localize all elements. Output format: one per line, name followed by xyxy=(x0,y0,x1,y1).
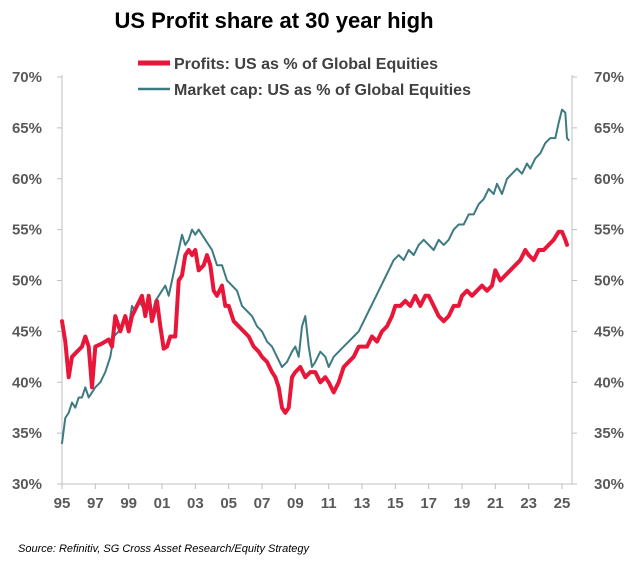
y-tick-label-right: 45% xyxy=(594,323,624,340)
x-tick-label: 25 xyxy=(554,495,571,512)
axis-lines xyxy=(61,75,573,485)
y-axis-right: 30% 35% 40% 45% 50% 55% 60% 65% 70% xyxy=(572,69,624,493)
source-note: Source: Refinitiv, SG Cross Asset Resear… xyxy=(18,543,310,555)
x-tick-label: 13 xyxy=(354,495,371,512)
x-tick-label: 09 xyxy=(287,495,304,512)
x-tick-label: 95 xyxy=(54,495,71,512)
x-tick-label: 05 xyxy=(220,495,237,512)
x-tick-label: 21 xyxy=(487,495,504,512)
y-tick-label-right: 65% xyxy=(594,120,624,137)
y-tick-label-left: 30% xyxy=(12,476,42,493)
x-tick-label: 97 xyxy=(87,495,104,512)
x-tick-label: 07 xyxy=(254,495,271,512)
y-tick-label-right: 60% xyxy=(594,171,624,188)
x-tick-label: 15 xyxy=(387,495,404,512)
y-tick-label-right: 70% xyxy=(594,69,624,86)
legend-label-profits: Profits: US as % of Global Equities xyxy=(174,56,438,73)
x-tick-label: 01 xyxy=(154,495,171,512)
y-tick-label-right: 35% xyxy=(594,425,624,442)
y-tick-label-left: 35% xyxy=(12,425,42,442)
y-tick-label-left: 55% xyxy=(12,222,42,239)
x-tick-label: 11 xyxy=(321,495,337,512)
y-tick-label-left: 70% xyxy=(12,69,42,86)
y-axis-left: 30% 35% 40% 45% 50% 55% 60% 65% 70% xyxy=(12,69,62,493)
y-tick-label-right: 40% xyxy=(594,374,624,391)
x-axis: 95 97 99 01 03 05 07 09 11 13 15 17 19 21 23 25 xyxy=(54,484,571,512)
legend-label-market-cap: Market cap: US as % of Global Equities xyxy=(174,82,471,99)
y-tick-label-left: 50% xyxy=(12,273,42,290)
y-tick-label-right: 55% xyxy=(594,222,624,239)
x-tick-label: 99 xyxy=(120,495,137,512)
x-tick-label: 03 xyxy=(187,495,204,512)
y-tick-label-right: 30% xyxy=(594,476,624,493)
series-layer xyxy=(60,108,570,445)
x-tick-label: 19 xyxy=(454,495,471,512)
series-line-profits xyxy=(60,229,569,415)
y-tick-label-left: 65% xyxy=(12,120,42,137)
y-tick-label-left: 60% xyxy=(12,171,42,188)
y-tick-label-left: 40% xyxy=(12,374,42,391)
y-tick-label-left: 45% xyxy=(12,323,42,340)
x-tick-label: 23 xyxy=(520,495,537,512)
chart-title: US Profit share at 30 year high xyxy=(114,8,434,33)
y-tick-label-right: 50% xyxy=(594,273,624,290)
legend: Profits: US as % of Global Equities Mark… xyxy=(138,56,471,99)
x-tick-label: 17 xyxy=(420,495,437,512)
